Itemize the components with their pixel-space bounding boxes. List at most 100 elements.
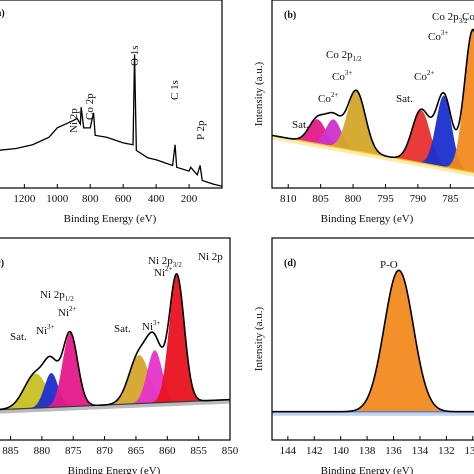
- annotation-text: Co 2p: [462, 11, 474, 23]
- annotation: Co2+: [318, 91, 338, 105]
- annotation: Sat.: [114, 323, 131, 335]
- x-tick-label: 140: [332, 445, 349, 457]
- background-fill: [0, 399, 230, 414]
- annotation: O 1s: [129, 46, 141, 66]
- annotation-text: Ni 2p: [198, 251, 223, 263]
- panel-label: (b): [284, 10, 296, 21]
- annotation: Sat.: [396, 93, 413, 105]
- axes-frame: [0, 0, 223, 189]
- background-fill: [272, 135, 474, 177]
- annotation: Sat.: [292, 119, 309, 131]
- annotation-text: P 2p: [195, 120, 207, 140]
- annotation-sub: 1/2: [65, 295, 74, 303]
- annotation-text: Ni: [154, 267, 165, 279]
- annotation: Co2+: [414, 69, 434, 83]
- annotation-text: Co 2p: [84, 93, 96, 120]
- annotation: Co 2p: [84, 93, 96, 120]
- x-tick-label: 875: [65, 445, 82, 457]
- annotation-text: Co: [332, 71, 345, 83]
- annotation-text: O 1s: [129, 46, 141, 66]
- fitted-peak: [0, 332, 230, 410]
- envelope: [272, 269, 474, 413]
- panel: 885 880 875 870 865 860 855 850 Binding Energy (…: [0, 237, 239, 474]
- x-tick-label: 865: [128, 445, 145, 457]
- y-axis-label: Intensity (a.u.): [253, 306, 265, 371]
- annotation-sub: 3/2: [173, 261, 182, 269]
- annotation-sub: 1/2: [353, 55, 362, 63]
- x-tick-label: 144: [280, 445, 297, 457]
- annotation-text: Sat.: [10, 331, 27, 343]
- annotation: Ni2+: [58, 305, 77, 319]
- annotation-text: C 1s: [169, 80, 181, 100]
- x-tick-label: 790: [410, 193, 427, 205]
- x-tick-label: 860: [159, 445, 176, 457]
- x-tick-label: 785: [442, 193, 459, 205]
- annotation: Ni 2p: [198, 251, 223, 263]
- fitted-peak: [272, 119, 474, 173]
- annotation-text: Sat.: [114, 323, 131, 335]
- annotation: Co 2p: [462, 11, 474, 23]
- annotation: Ni3+: [36, 323, 55, 337]
- x-axis-label: Binding Energy (eV): [64, 213, 157, 225]
- panel-label: (d): [284, 258, 296, 269]
- annotation-text: Sat.: [292, 119, 309, 131]
- x-tick-label: 200: [181, 193, 198, 205]
- panel: 810805800795790785780Binding Energy (eV)…: [253, 0, 474, 225]
- x-tick-label: 885: [2, 445, 19, 457]
- annotation: Co3+: [428, 29, 448, 43]
- x-axis-label: Binding Energy (eV): [321, 465, 414, 474]
- y-axis-label: Intensity (a.u.): [253, 61, 265, 126]
- annotation-sup: 2+: [331, 91, 339, 99]
- annotation: Ni 2p3/2: [148, 255, 182, 269]
- x-tick-label: 400: [148, 193, 165, 205]
- annotation-text: P-O: [380, 259, 398, 271]
- annotation: Co3+: [332, 69, 352, 83]
- annotation-sup: 2+: [427, 69, 435, 77]
- fitted-peak: [272, 270, 474, 412]
- x-tick-label: 132: [438, 445, 455, 457]
- annotation-sup: 2+: [165, 265, 173, 273]
- annotation: Ni 2p1/2: [40, 289, 74, 303]
- annotation: Co 2p1/2: [326, 49, 362, 63]
- annotation: Ni3+: [142, 319, 161, 333]
- x-tick-label: 142: [306, 445, 323, 457]
- annotation-sub: 3/2: [459, 17, 468, 25]
- panel: 1200 1000 800 600 400 200 Binding Energy (eV) (…: [0, 0, 223, 225]
- annotation-text: Ni: [142, 321, 153, 333]
- envelope: [272, 28, 474, 159]
- x-tick-label: 850: [222, 445, 239, 457]
- annotation-text: Co: [414, 71, 427, 83]
- x-tick-label: 1200: [13, 193, 36, 205]
- annotation-sup: 3+: [345, 69, 353, 77]
- annotation-text: Ni 2p: [148, 255, 173, 267]
- annotation-sup: 3+: [153, 319, 161, 327]
- annotation-text: Co: [428, 31, 441, 43]
- x-tick-label: 855: [190, 445, 207, 457]
- x-tick-label: 800: [82, 193, 99, 205]
- x-tick-label: 800: [345, 193, 362, 205]
- annotation-text: Co: [318, 93, 331, 105]
- annotation: P-O: [380, 259, 398, 271]
- annotation-text: Ni: [36, 325, 47, 337]
- x-tick-label: 130: [465, 445, 474, 457]
- plot-area: [272, 28, 474, 177]
- annotation-sup: 2+: [69, 305, 77, 313]
- plot-area: [272, 269, 474, 416]
- x-tick-label: 136: [385, 445, 402, 457]
- plot-area: [0, 272, 230, 414]
- annotation-sup: 3+: [47, 323, 55, 331]
- axes-frame: [0, 237, 231, 441]
- panel: 144 142 140 138 136 134 132 130 Binding Energy (…: [253, 237, 474, 474]
- x-tick-label: 138: [359, 445, 376, 457]
- annotation-text: Co 2p: [326, 49, 353, 61]
- annotation-sup: 3+: [441, 29, 449, 37]
- fitted-peak: [272, 110, 474, 173]
- annotation-text: Ni: [58, 307, 69, 319]
- x-tick-label: 795: [377, 193, 394, 205]
- x-tick-label: 1000: [46, 193, 69, 205]
- envelope: [0, 272, 230, 411]
- annotation-text: Ni 2p: [68, 108, 80, 133]
- annotation: P 2p: [195, 120, 207, 140]
- x-tick-label: 870: [96, 445, 113, 457]
